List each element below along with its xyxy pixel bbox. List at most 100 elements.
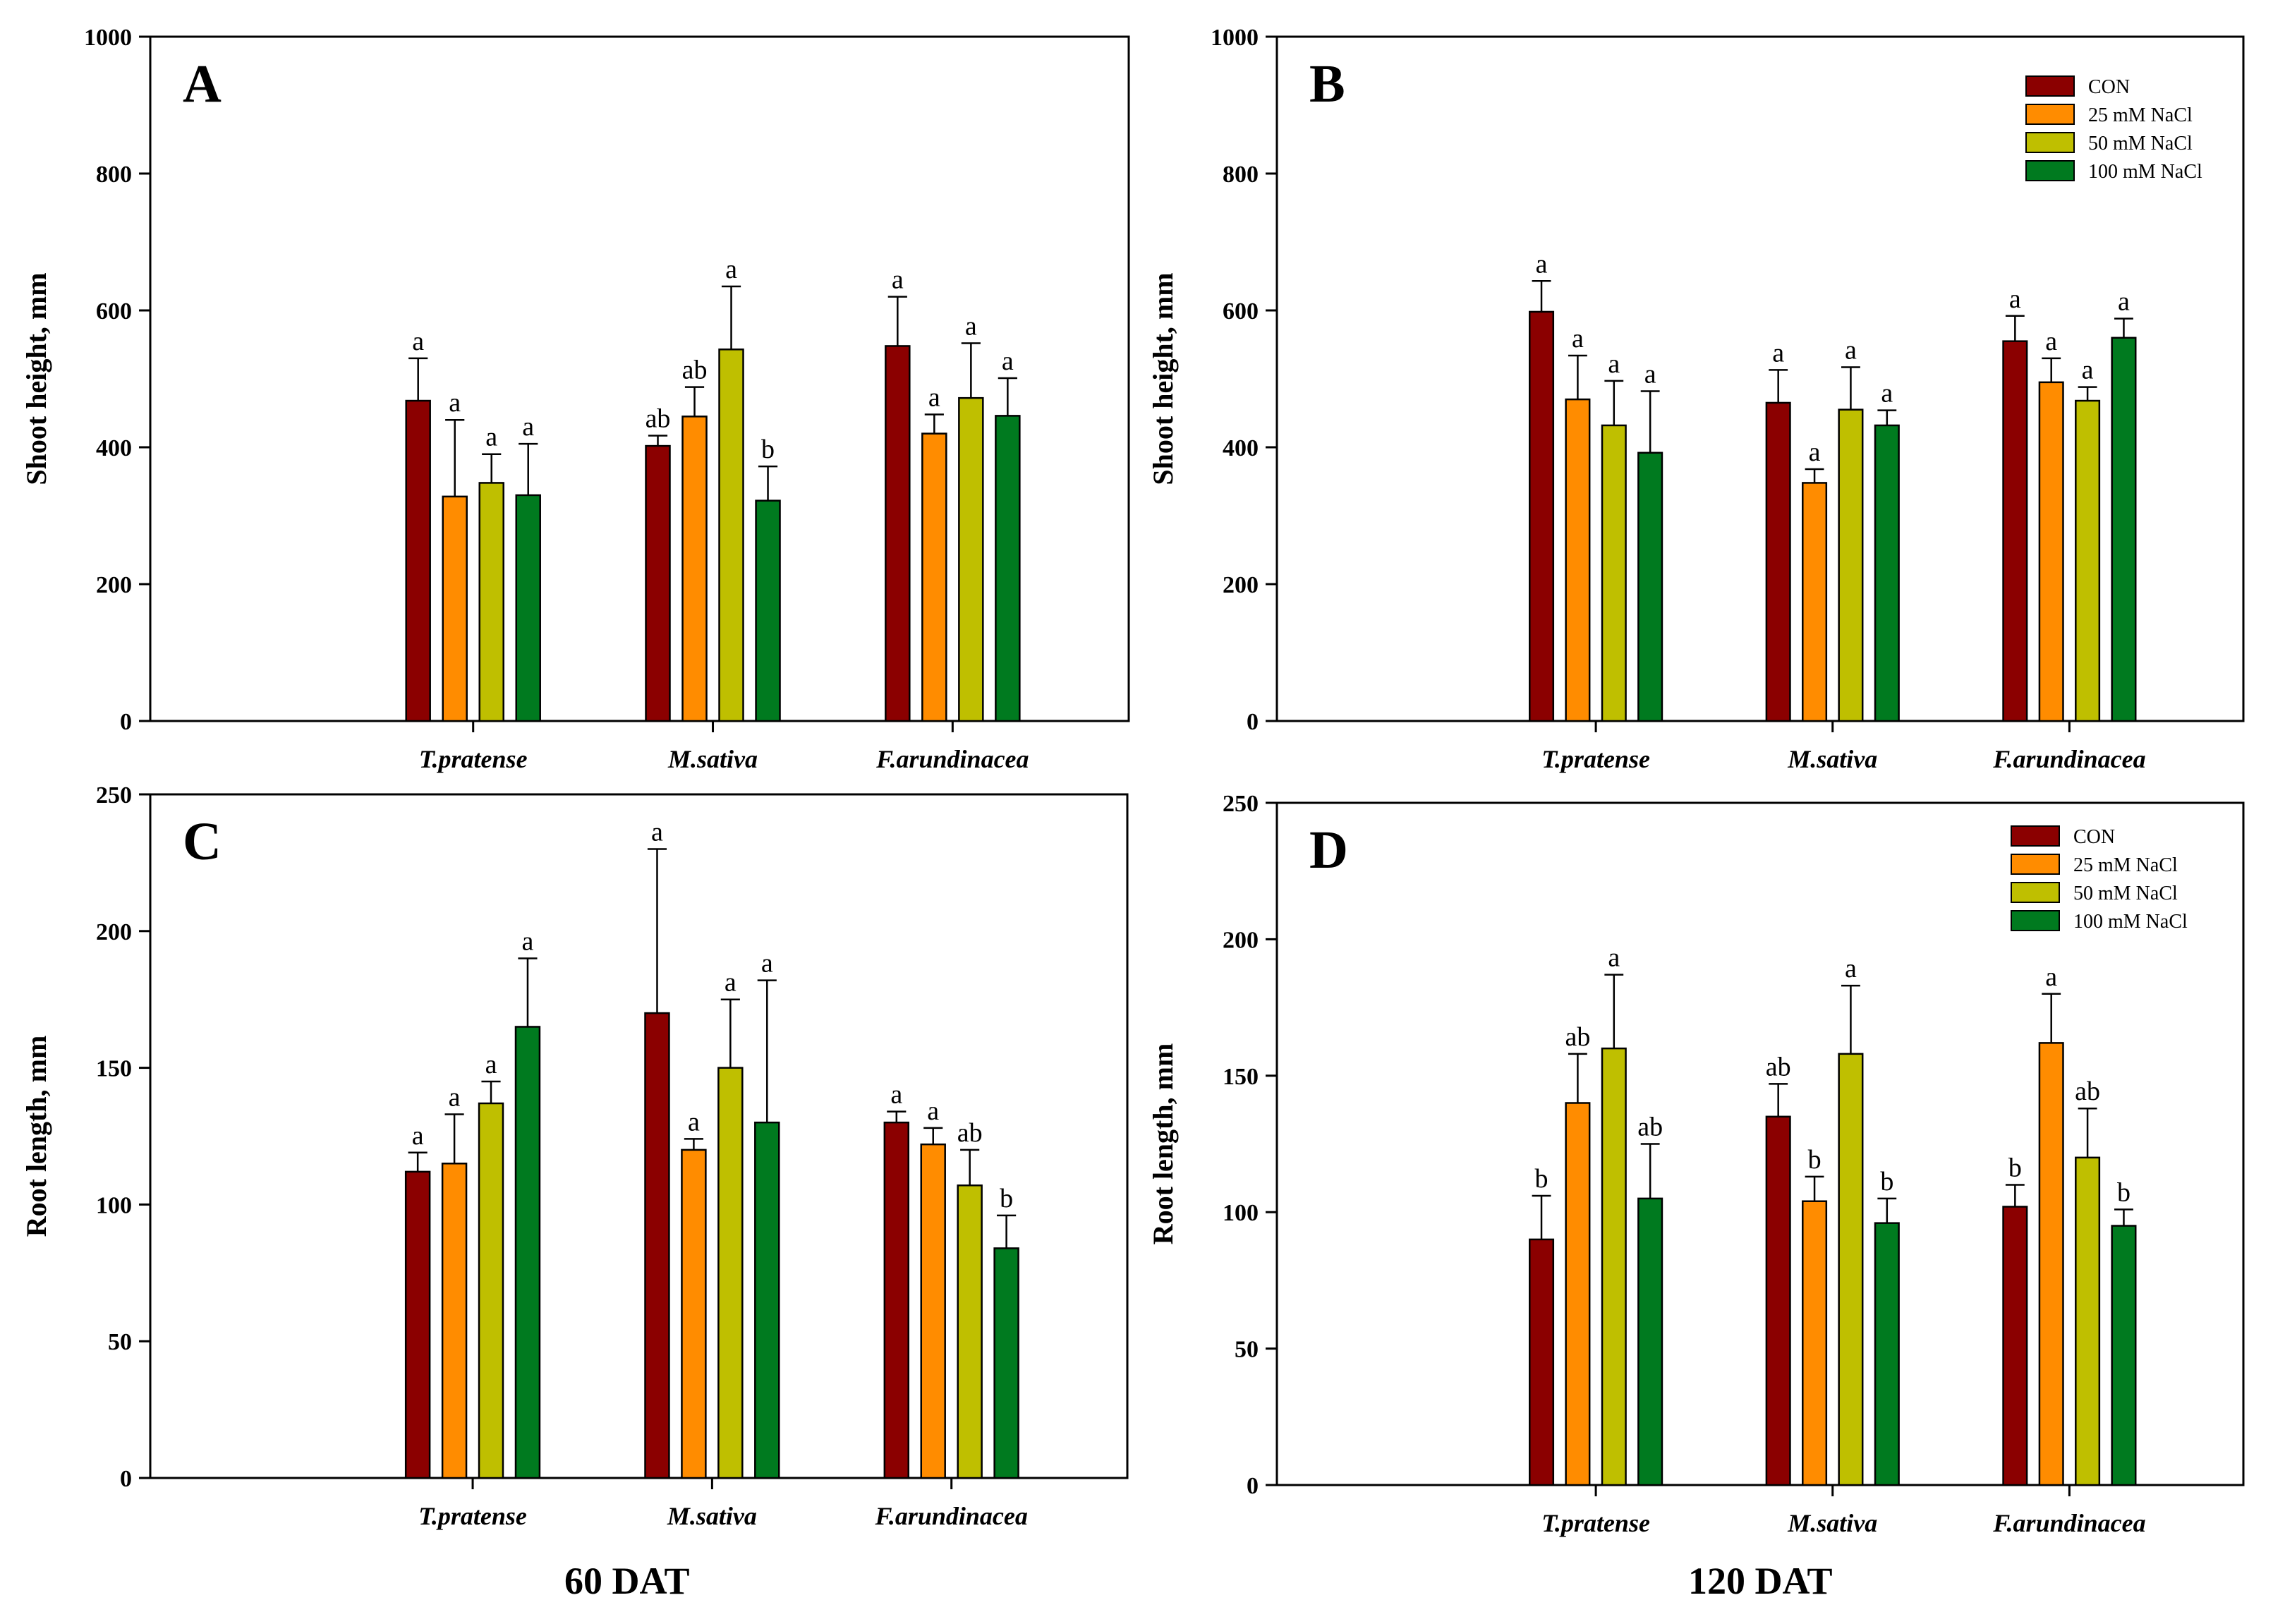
- y-tick-label: 200: [1223, 927, 1259, 953]
- bar-farundinacea-100mmnacl: [2111, 337, 2137, 722]
- y-tick-label: 250: [1223, 791, 1259, 817]
- x-tick-label: T.pratense: [1541, 1509, 1650, 1537]
- bar-farundinacea-con: [885, 345, 911, 722]
- y-tick-label: 600: [1223, 298, 1259, 325]
- bar-tpratense-con: [1529, 310, 1555, 722]
- bar-tpratense-25mmnacl: [1565, 398, 1591, 722]
- legend: CON 25 mM NaCl 50 mM NaCl 100 mM NaCl: [2025, 75, 2202, 183]
- bar-farundinacea-25mmnacl: [920, 1143, 946, 1479]
- bar-tpratense-50mmnacl: [478, 482, 504, 722]
- legend-label: 25 mM NaCl: [2088, 104, 2193, 126]
- bar-farundinacea-con: [883, 1121, 910, 1479]
- caption-60-dat: 60 DAT: [564, 1560, 690, 1602]
- bar-farundinacea-100mmnacl: [2111, 1225, 2137, 1486]
- bar-msativa-50mmnacl: [1838, 1053, 1864, 1486]
- chart-panel-c: 0 50 100 150 200 250 Root length, mm C T.pratens…: [20, 782, 1129, 1530]
- significance-letter: a: [890, 1080, 902, 1110]
- bar-tpratense-50mmnacl: [478, 1102, 504, 1479]
- bar-msativa-con: [1765, 401, 1791, 722]
- bar-farundinacea-100mmnacl: [993, 1247, 1019, 1479]
- plot-frame: [149, 35, 1130, 722]
- y-tick-label: 100: [96, 1192, 132, 1218]
- x-tick-label: F.arundinacea: [875, 745, 1029, 773]
- y-tick-label: 0: [1247, 709, 1259, 735]
- bar-msativa-100mmnacl: [754, 1121, 780, 1479]
- y-axis-label: Root length, mm: [20, 1036, 52, 1237]
- legend-label: 50 mM NaCl: [2088, 133, 2193, 154]
- bar-farundinacea-50mmnacl: [958, 396, 984, 722]
- x-tick-label: M.sativa: [667, 745, 758, 773]
- significance-letter: a: [892, 265, 904, 295]
- bar-msativa-25mmnacl: [681, 1149, 707, 1479]
- significance-letter: a: [651, 818, 663, 847]
- y-tick-label: 1000: [1211, 25, 1259, 51]
- bar-tpratense-con: [1529, 1238, 1555, 1486]
- significance-letter: b: [1808, 1145, 1822, 1175]
- significance-letter: a: [1002, 346, 1014, 376]
- significance-letter: a: [2045, 962, 2057, 992]
- y-tick-label: 100: [1223, 1200, 1259, 1226]
- y-tick-label: 50: [1235, 1337, 1259, 1363]
- bar-tpratense-25mmnacl: [441, 1163, 468, 1479]
- significance-letter: a: [965, 312, 977, 341]
- legend-swatch: [2011, 825, 2060, 847]
- x-tick-label: M.sativa: [1787, 1509, 1877, 1537]
- significance-letter: a: [1881, 379, 1893, 408]
- legend-swatch: [2025, 132, 2075, 153]
- legend-swatch: [2025, 75, 2075, 97]
- chart-panel-b: 0 200 400 600 800 1000 Shoot height, mm B T.prat…: [1147, 25, 2245, 773]
- plot-frame: [1275, 801, 2245, 1486]
- panel-label: A: [183, 54, 222, 114]
- y-tick-label: 800: [1223, 162, 1259, 188]
- significance-letter: a: [1536, 249, 1548, 279]
- bar-farundinacea-con: [2002, 1206, 2028, 1486]
- bar-tpratense-con: [405, 399, 431, 722]
- bar-tpratense-con: [404, 1170, 431, 1479]
- significance-letter: a: [1845, 336, 1857, 365]
- plot-frame: [149, 793, 1129, 1479]
- significance-letter: a: [1809, 437, 1821, 467]
- x-tick-label: F.arundinacea: [874, 1502, 1027, 1530]
- legend-swatch: [2025, 160, 2075, 181]
- y-tick-label: 50: [108, 1329, 132, 1355]
- y-tick-label: 0: [120, 1466, 132, 1492]
- bar-msativa-25mmnacl: [1802, 482, 1828, 722]
- bar-farundinacea-25mmnacl: [921, 432, 947, 722]
- x-tick-label: F.arundinacea: [1992, 745, 2145, 773]
- significance-letter: a: [1772, 338, 1784, 368]
- bar-msativa-25mmnacl: [681, 416, 708, 722]
- significance-letter: a: [2009, 284, 2021, 314]
- panel-label: C: [183, 812, 222, 871]
- significance-letter: a: [1845, 954, 1857, 983]
- legend-label: CON: [2088, 76, 2130, 98]
- bar-tpratense-100mmnacl: [1637, 1197, 1663, 1486]
- legend-swatch: [2011, 882, 2060, 903]
- significance-letter: a: [449, 1082, 461, 1112]
- y-tick-label: 600: [96, 298, 132, 325]
- bar-tpratense-100mmnacl: [515, 494, 541, 722]
- bar-msativa-100mmnacl: [1874, 1222, 1900, 1486]
- y-tick-label: 200: [96, 572, 132, 598]
- significance-letter: a: [928, 382, 940, 412]
- significance-letter: a: [1572, 324, 1584, 353]
- plot-frame: [1275, 35, 2245, 722]
- y-tick-label: 1000: [84, 25, 132, 51]
- bar-farundinacea-25mmnacl: [2038, 381, 2064, 722]
- significance-letter: a: [1608, 943, 1620, 973]
- legend-label: 100 mM NaCl: [2088, 161, 2202, 183]
- y-tick-label: 150: [96, 1056, 132, 1082]
- y-axis-label: Shoot height, mm: [20, 272, 52, 485]
- bar-farundinacea-25mmnacl: [2038, 1042, 2064, 1486]
- bar-tpratense-100mmnacl: [1637, 452, 1663, 722]
- bar-msativa-100mmnacl: [1874, 424, 1900, 722]
- significance-letter: a: [688, 1107, 700, 1137]
- significance-letter: b: [761, 435, 775, 464]
- bar-farundinacea-50mmnacl: [957, 1184, 983, 1479]
- y-tick-label: 200: [1223, 572, 1259, 598]
- significance-letter: b: [1535, 1164, 1548, 1194]
- bar-tpratense-100mmnacl: [514, 1026, 541, 1479]
- significance-letter: a: [522, 412, 534, 442]
- significance-letter: a: [1608, 349, 1620, 379]
- panel-label: B: [1309, 54, 1345, 114]
